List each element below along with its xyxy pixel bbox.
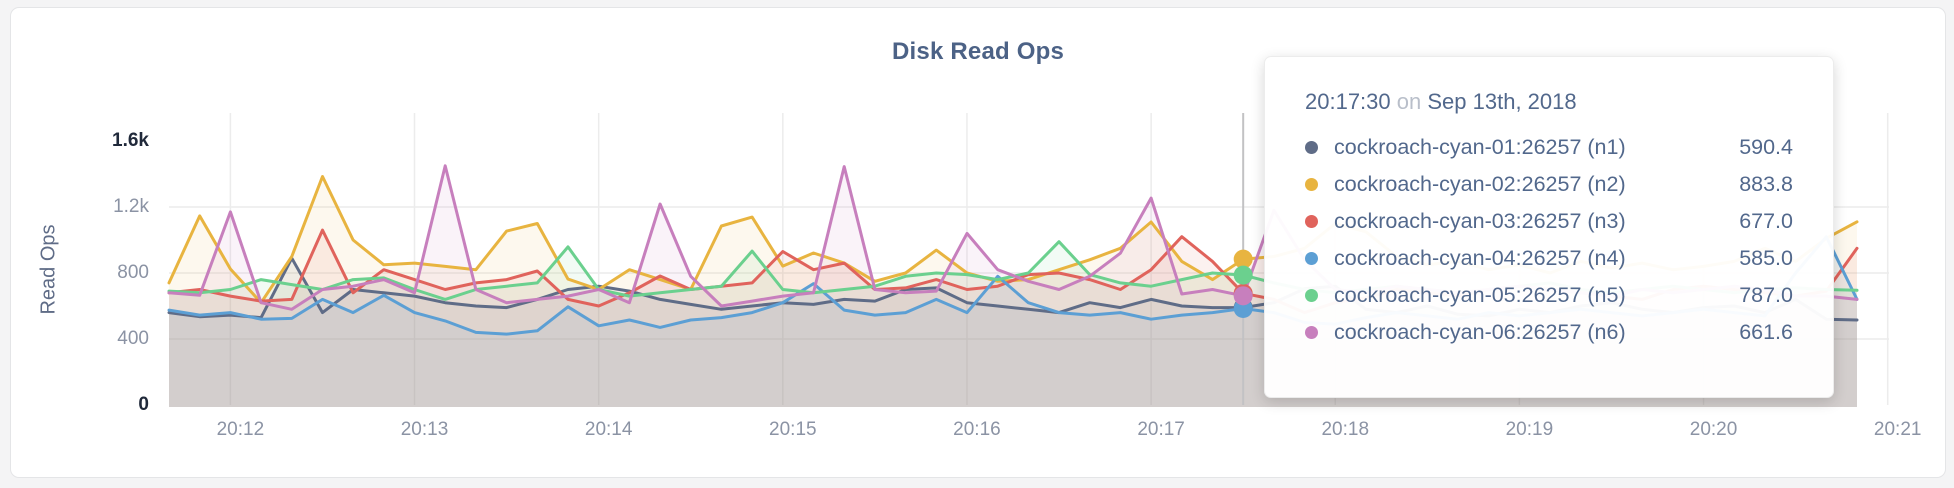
x-tick-label: 20:18 (1321, 419, 1370, 440)
x-tick-label: 20:17 (1137, 419, 1185, 440)
tooltip-series-name: cockroach-cyan-04:26257 (n4) (1334, 246, 1626, 270)
chart-card: Disk Read Ops Read Ops 1.6k 1.2k 800 400 0 2… (10, 7, 1946, 478)
tooltip-time: 20:17:30 (1305, 89, 1391, 114)
tooltip-series-name: cockroach-cyan-06:26257 (n6) (1334, 320, 1626, 344)
series-color-dot-icon (1305, 141, 1318, 154)
tooltip-series-row: cockroach-cyan-06:26257 (n6) 661.6 (1305, 314, 1793, 351)
tooltip-series-value: 585.0 (1739, 246, 1793, 270)
x-tick-label: 20:15 (769, 419, 817, 440)
x-tick-label: 20:20 (1689, 419, 1738, 440)
x-tick-label: 20:21 (1873, 419, 1922, 440)
tooltip-rows: cockroach-cyan-01:26257 (n1) 590.4 cockroa… (1305, 129, 1793, 351)
hover-point (1233, 286, 1253, 306)
hover-point (1233, 265, 1253, 285)
series-color-dot-icon (1305, 289, 1318, 302)
chart-title: Disk Read Ops (892, 38, 1064, 65)
tooltip-series-value: 883.8 (1739, 172, 1793, 196)
y-tick-label: 400 (117, 328, 149, 349)
x-tick-label: 20:16 (953, 419, 1001, 440)
tooltip-series-name: cockroach-cyan-03:26257 (n3) (1334, 209, 1626, 233)
y-tick-label: 1.6k (112, 130, 149, 151)
tooltip-series-row: cockroach-cyan-05:26257 (n5) 787.0 (1305, 277, 1793, 314)
tooltip-series-row: cockroach-cyan-01:26257 (n1) 590.4 (1305, 129, 1793, 166)
y-tick-label: 0 (138, 394, 149, 415)
tooltip-on-word: on (1396, 89, 1422, 114)
tooltip-series-value: 677.0 (1739, 209, 1793, 233)
tooltip-date: Sep 13th, 2018 (1427, 89, 1577, 114)
series-color-dot-icon (1305, 215, 1318, 228)
tooltip-series-value: 661.6 (1739, 320, 1793, 344)
tooltip-series-name: cockroach-cyan-05:26257 (n5) (1334, 283, 1626, 307)
x-tick-label: 20:19 (1505, 419, 1554, 440)
x-tick-label: 20:13 (400, 419, 449, 440)
tooltip-series-value: 590.4 (1739, 135, 1793, 159)
series-color-dot-icon (1305, 326, 1318, 339)
tooltip-series-name: cockroach-cyan-01:26257 (n1) (1334, 135, 1626, 159)
x-tick-label: 20:14 (584, 419, 633, 440)
tooltip-series-row: cockroach-cyan-02:26257 (n2) 883.8 (1305, 166, 1793, 203)
y-tick-label: 1.2k (113, 196, 149, 217)
series-color-dot-icon (1305, 178, 1318, 191)
tooltip-series-name: cockroach-cyan-02:26257 (n2) (1334, 172, 1626, 196)
tooltip-series-row: cockroach-cyan-04:26257 (n4) 585.0 (1305, 240, 1793, 277)
x-tick-label: 20:12 (216, 419, 265, 440)
tooltip-header: 20:17:30 on Sep 13th, 2018 (1305, 89, 1793, 115)
series-color-dot-icon (1305, 252, 1318, 265)
hover-point (1233, 249, 1253, 269)
chart-tooltip: 20:17:30 on Sep 13th, 2018 cockroach-cya… (1264, 56, 1834, 398)
tooltip-series-value: 787.0 (1739, 283, 1793, 307)
y-tick-label: 800 (117, 262, 149, 283)
tooltip-series-row: cockroach-cyan-03:26257 (n3) 677.0 (1305, 203, 1793, 240)
